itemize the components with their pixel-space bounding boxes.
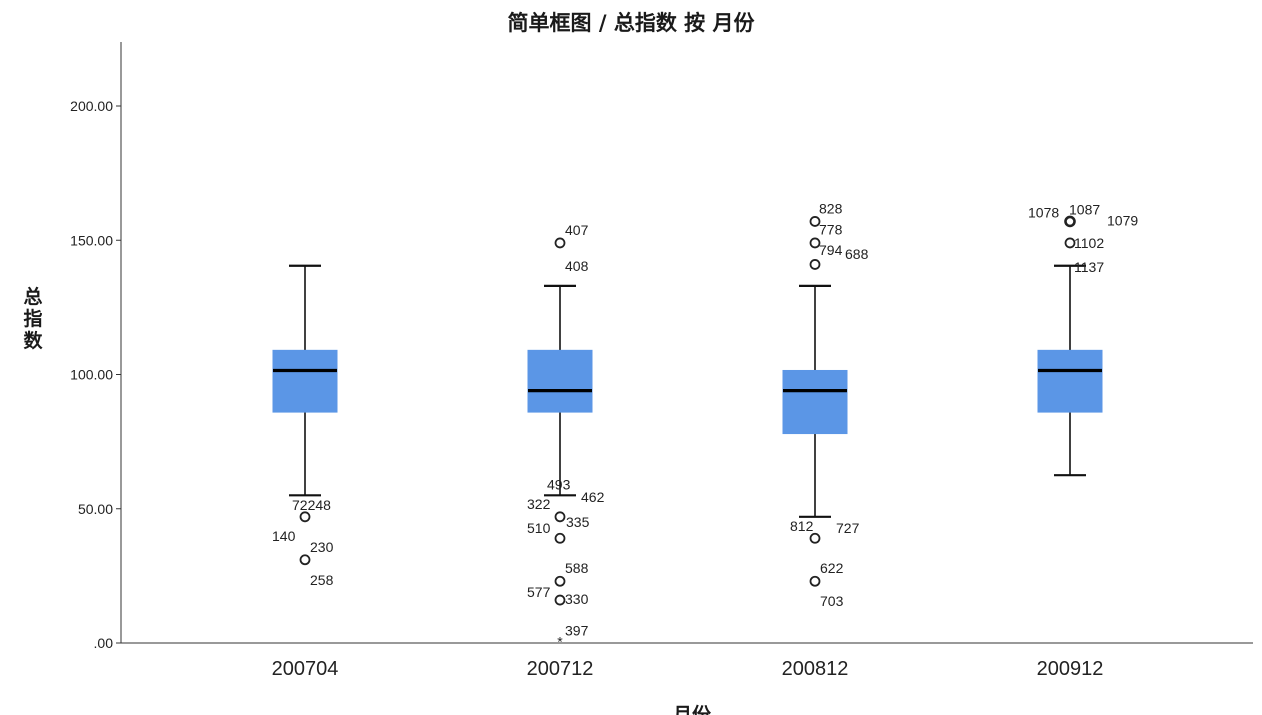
outlier-point bbox=[1064, 237, 1076, 249]
x-axis-title: 月份 bbox=[672, 703, 712, 715]
outlier-point bbox=[1064, 215, 1076, 228]
outlier-label: 588 bbox=[565, 560, 589, 576]
outlier-point bbox=[809, 237, 821, 249]
y-tick-label: 150.00 bbox=[70, 232, 113, 248]
outlier-point bbox=[554, 237, 566, 249]
outlier-point bbox=[554, 575, 566, 587]
outlier-point bbox=[554, 594, 566, 606]
outlier-point bbox=[809, 259, 821, 270]
outlier-point bbox=[809, 532, 821, 544]
outlier-label: 258 bbox=[310, 572, 334, 588]
outlier-label: 828 bbox=[819, 200, 843, 216]
outlier-label: 493 bbox=[547, 477, 571, 493]
x-category-label: 200912 bbox=[1037, 658, 1104, 680]
x-category-label: 200812 bbox=[782, 658, 849, 680]
outlier-label: 72248 bbox=[292, 497, 331, 513]
extreme-point: * bbox=[557, 634, 563, 650]
y-tick-label: 100.00 bbox=[70, 367, 113, 383]
outlier-label: 1137 bbox=[1074, 259, 1104, 275]
outlier-label: 330 bbox=[565, 591, 589, 607]
outlier-label: 462 bbox=[581, 489, 605, 505]
x-category-label: 200712 bbox=[527, 658, 594, 680]
iqr-box bbox=[272, 349, 338, 413]
outlier-label: 688 bbox=[845, 246, 869, 262]
outlier-label: 140 bbox=[272, 528, 296, 544]
outlier-label: 408 bbox=[565, 258, 589, 274]
outlier-label: 703 bbox=[820, 593, 844, 609]
x-category-label: 200704 bbox=[272, 658, 339, 680]
y-tick-label: 50.00 bbox=[78, 501, 113, 517]
outlier-label: 397 bbox=[565, 623, 589, 639]
outlier-label: 577 bbox=[527, 584, 551, 600]
y-tick-label: .00 bbox=[94, 635, 114, 651]
outlier-label: 407 bbox=[565, 222, 589, 238]
outlier-point bbox=[554, 511, 566, 523]
outlier-label: 794 bbox=[819, 242, 843, 258]
x-axis-ticks: 200704 200712 200812 200912 bbox=[272, 658, 1104, 680]
outlier-label: 510 bbox=[527, 520, 551, 536]
y-tick-label: 200.00 bbox=[70, 98, 113, 114]
outlier-label: 778 bbox=[819, 221, 843, 237]
outlier-label: 322 bbox=[527, 496, 551, 512]
outlier-label: 727 bbox=[836, 520, 860, 536]
outlier-point bbox=[299, 554, 311, 566]
axes bbox=[120, 42, 1253, 644]
outlier-label: 812 bbox=[790, 518, 814, 534]
box-group-200812: 828 778 794 688 812 727 622 703 bbox=[782, 200, 869, 609]
outlier-label: 1102 bbox=[1074, 235, 1104, 251]
outlier-label: 335 bbox=[566, 514, 590, 530]
iqr-box bbox=[527, 349, 593, 413]
box-group-200712: 407 408 493 462 322 335 510 588 577 330 *397 bbox=[527, 222, 605, 650]
outlier-label: 1079 bbox=[1107, 212, 1138, 228]
outlier-point bbox=[554, 532, 566, 544]
outlier-point bbox=[299, 511, 311, 523]
boxes: 72248 140 230 258 407 408 493 462 322 335 510 588 57… bbox=[272, 200, 1138, 649]
outlier-point bbox=[809, 575, 821, 587]
iqr-box bbox=[782, 369, 848, 435]
outlier-label: 1078 bbox=[1028, 204, 1059, 220]
outlier-label: 1087 bbox=[1069, 201, 1100, 217]
y-axis-title: 总指数 bbox=[23, 285, 43, 352]
outlier-label: 622 bbox=[820, 560, 844, 576]
y-axis-ticks: .00 50.00 100.00 150.00 200.00 bbox=[70, 98, 121, 651]
chart-title: 简单框图 / 总指数 按 月份 bbox=[508, 11, 756, 35]
outlier-point bbox=[809, 216, 821, 227]
iqr-box bbox=[1037, 349, 1103, 413]
box-group-200704: 72248 140 230 258 bbox=[272, 264, 338, 588]
outlier-label: 230 bbox=[310, 539, 334, 555]
